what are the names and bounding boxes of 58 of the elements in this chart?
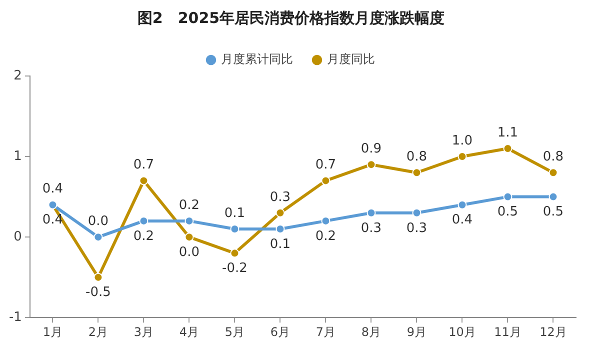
- data-label: 0.8: [542, 150, 564, 165]
- data-label: 0.1: [270, 236, 291, 252]
- data-label: 0.4: [452, 212, 473, 228]
- point: [94, 232, 103, 242]
- point: [503, 192, 512, 202]
- data-label: 0.7: [315, 158, 336, 173]
- data-label: 0.0: [88, 214, 109, 229]
- x-tick-label: 12月: [540, 324, 567, 339]
- y-tick-label: 2: [14, 68, 22, 84]
- x-tick-label: 10月: [448, 324, 476, 339]
- y-tick-label: 0: [14, 229, 22, 244]
- x-tick-label: 11月: [494, 324, 522, 339]
- legend-label: 月度累计同比: [221, 52, 293, 66]
- data-label: 0.2: [315, 228, 336, 244]
- data-label: -0.2: [222, 261, 248, 276]
- point: [412, 208, 422, 218]
- x-tick-label: 5月: [224, 324, 245, 339]
- point: [94, 272, 103, 282]
- point: [366, 208, 376, 218]
- point: [184, 232, 194, 242]
- x-tick-label: 3月: [134, 324, 154, 339]
- point: [366, 160, 376, 170]
- data-label: 0.2: [178, 198, 200, 213]
- chart-title: 图2 2025年居民消费价格指数月度涨跌幅度: [137, 8, 445, 27]
- x-tick-label: 6月: [270, 324, 290, 339]
- data-label: -0.5: [86, 285, 111, 300]
- data-label: 0.7: [133, 158, 154, 173]
- point: [548, 168, 558, 178]
- data-label: 0.1: [224, 206, 246, 221]
- y-tick-label: 1: [14, 148, 22, 164]
- data-label: 0.0: [178, 244, 200, 260]
- x-tick-label: 9月: [406, 324, 427, 339]
- data-label: 0.8: [406, 150, 428, 165]
- x-tick-label: 4月: [179, 324, 200, 339]
- point: [230, 248, 240, 258]
- data-label: 0.5: [542, 204, 564, 220]
- data-label: 0.3: [360, 220, 382, 236]
- data-label: 0.3: [270, 190, 291, 205]
- point: [412, 168, 422, 178]
- point: [139, 176, 148, 186]
- point: [548, 192, 558, 202]
- data-label: 0.9: [360, 141, 382, 156]
- legend-label: 月度同比: [327, 52, 375, 66]
- data-label: 0.4: [42, 212, 64, 228]
- data-label: 0.3: [406, 220, 428, 236]
- data-label: 1.0: [452, 133, 473, 148]
- x-tick-label: 2月: [88, 324, 108, 339]
- data-label: 0.5: [497, 204, 518, 220]
- data-label: 1.1: [497, 125, 518, 140]
- x-tick-label: 7月: [316, 324, 336, 339]
- point: [276, 208, 285, 218]
- point: [458, 200, 467, 210]
- x-tick-label: 1月: [42, 324, 63, 339]
- data-label: 0.4: [42, 182, 64, 197]
- point: [321, 176, 330, 186]
- x-tick-label: 8月: [361, 324, 382, 339]
- y-tick-label: -1: [8, 310, 22, 325]
- data-label: 0.2: [133, 228, 154, 244]
